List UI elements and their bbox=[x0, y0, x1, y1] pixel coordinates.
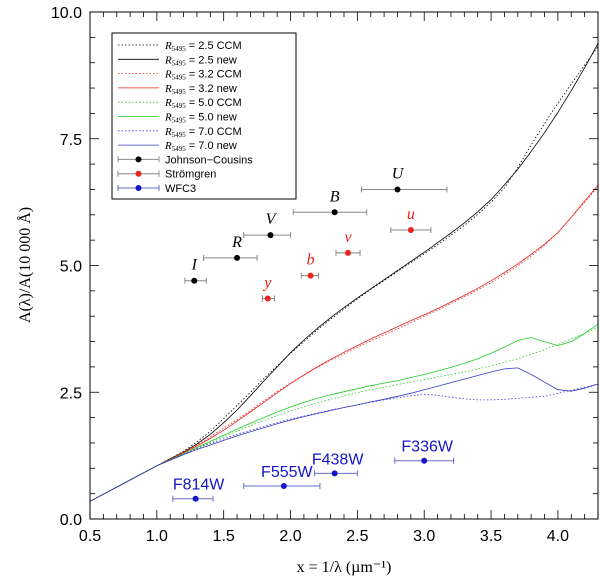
data-point-F336W: F336W bbox=[394, 439, 455, 464]
legend-entry-0: R5495 = 2.5 CCM bbox=[118, 40, 242, 53]
point-label: V bbox=[266, 211, 278, 228]
data-point-B: B bbox=[292, 188, 368, 216]
svg-text:R5495 = 5.0 new: R5495 = 5.0 new bbox=[164, 112, 237, 125]
svg-text:R5495 = 3.2 CCM: R5495 = 3.2 CCM bbox=[164, 69, 242, 82]
data-point-V: V bbox=[243, 211, 292, 239]
series-line-6 bbox=[89, 383, 599, 502]
series-line-7 bbox=[89, 367, 599, 502]
legend-entry-10: WFC3 bbox=[117, 183, 196, 195]
x-tick-label: 2.0 bbox=[279, 528, 301, 545]
point-label: v bbox=[344, 229, 352, 246]
point-label: u bbox=[407, 206, 415, 223]
series-line-4 bbox=[89, 327, 599, 502]
data-point-u: u bbox=[390, 206, 432, 234]
data-point-v: v bbox=[335, 229, 361, 256]
data-point-F814W: F814W bbox=[172, 477, 225, 502]
legend-entry-4: R5495 = 5.0 CCM bbox=[118, 97, 242, 110]
series-line-3 bbox=[89, 185, 599, 502]
y-tick-label: 5.0 bbox=[60, 259, 82, 276]
point-label: R bbox=[231, 234, 242, 251]
data-point-R: R bbox=[203, 234, 258, 261]
y-tick-label: 0.0 bbox=[60, 512, 82, 529]
svg-text:R5495 = 7.0 CCM: R5495 = 7.0 CCM bbox=[164, 126, 242, 139]
series-line-0 bbox=[89, 46, 599, 502]
data-point-F438W: F438W bbox=[312, 451, 364, 477]
x-tick-label: 1.0 bbox=[146, 528, 168, 545]
data-point-U: U bbox=[360, 165, 448, 193]
legend-entry-1: R5495 = 2.5 new bbox=[118, 54, 237, 67]
point-label: y bbox=[262, 274, 272, 291]
point-label: F555W bbox=[261, 464, 313, 481]
svg-text:R5495 = 3.2 new: R5495 = 3.2 new bbox=[164, 83, 237, 96]
svg-text:Johnson−Cousins: Johnson−Cousins bbox=[165, 154, 253, 166]
svg-text:R5495 = 7.0 new: R5495 = 7.0 new bbox=[164, 140, 237, 153]
svg-text:Strömgren: Strömgren bbox=[165, 169, 216, 181]
point-label: F814W bbox=[173, 477, 225, 494]
legend-entry-2: R5495 = 3.2 CCM bbox=[118, 69, 242, 82]
y-tick-label: 7.5 bbox=[60, 132, 82, 149]
y-tick-label: 10.0 bbox=[51, 5, 82, 22]
x-tick-label: 0.5 bbox=[79, 528, 101, 545]
series-line-2 bbox=[89, 186, 599, 502]
x-tick-label: 1.5 bbox=[213, 528, 235, 545]
legend-entry-5: R5495 = 5.0 new bbox=[118, 112, 237, 125]
x-tick-label: 3.5 bbox=[480, 528, 502, 545]
svg-text:R5495 = 2.5 new: R5495 = 2.5 new bbox=[164, 54, 237, 67]
x-tick-label: 2.5 bbox=[346, 528, 368, 545]
x-tick-label: 3.0 bbox=[413, 528, 435, 545]
series-line-1 bbox=[89, 43, 599, 502]
axis-ticks bbox=[89, 11, 599, 520]
x-tick-label: 4.0 bbox=[547, 528, 569, 545]
point-label: F336W bbox=[401, 439, 453, 456]
y-tick-label: 2.5 bbox=[60, 385, 82, 402]
svg-text:WFC3: WFC3 bbox=[165, 183, 196, 195]
tick-labels: 0.5 1.0 1.5 2.0 2.5 3.0 3.5 4.0 0.0 2.5 5.0 7.5 10.0 bbox=[51, 5, 569, 545]
legend-entry-9: Strömgren bbox=[117, 169, 216, 181]
data-point-F555W: F555W bbox=[243, 464, 321, 490]
legend-entry-7: R5495 = 7.0 new bbox=[118, 140, 237, 153]
series-line-5 bbox=[89, 323, 599, 502]
point-label: F438W bbox=[312, 451, 364, 468]
point-label: U bbox=[392, 165, 405, 182]
legend-entry-3: R5495 = 3.2 new bbox=[118, 83, 237, 96]
curves-layer bbox=[89, 43, 599, 502]
data-point-b: b bbox=[300, 252, 320, 279]
x-axis-label: x = 1/λ (µm⁻¹) bbox=[297, 559, 392, 576]
legend-entry-6: R5495 = 7.0 CCM bbox=[118, 126, 242, 139]
svg-text:R5495 = 2.5 CCM: R5495 = 2.5 CCM bbox=[164, 40, 242, 53]
point-label: b bbox=[307, 252, 315, 269]
point-label: B bbox=[330, 188, 340, 205]
data-point-I: I bbox=[184, 257, 207, 284]
point-label: I bbox=[191, 257, 198, 274]
y-axis-label: A(λ)/A(10 000 Å) bbox=[16, 207, 34, 323]
svg-text:R5495 = 5.0 CCM: R5495 = 5.0 CCM bbox=[164, 97, 242, 110]
legend-box bbox=[111, 32, 297, 200]
data-point-y: y bbox=[261, 274, 275, 302]
legend-entry-8: Johnson−Cousins bbox=[117, 154, 253, 166]
